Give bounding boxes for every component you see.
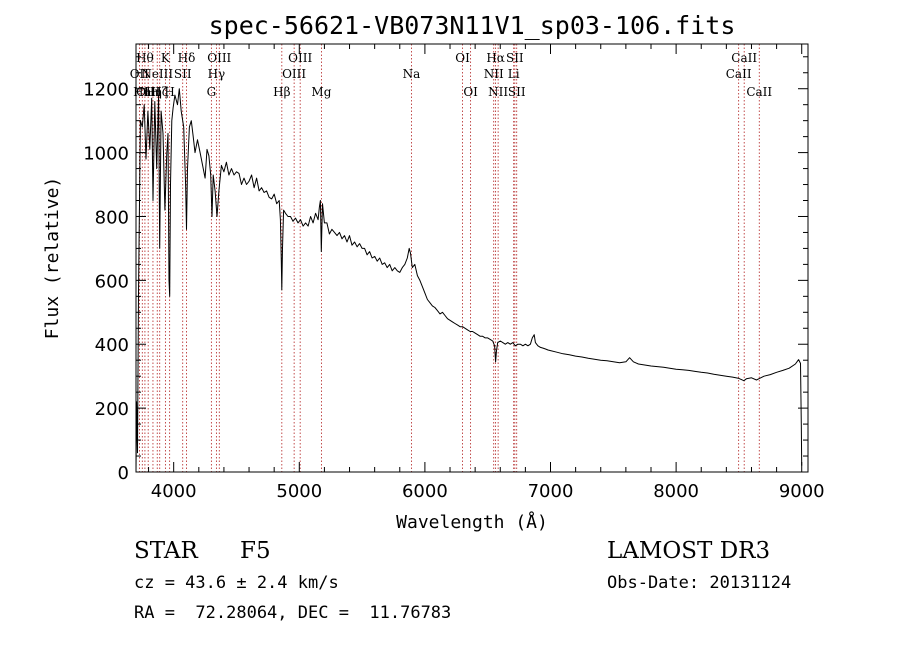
spectral-line-label: OIII	[207, 51, 231, 65]
spectral-line-label: CaII	[731, 51, 757, 65]
spectral-line-label: Hγ	[208, 67, 226, 81]
redshift-velocity: cz = 43.6 ± 2.4 km/s	[134, 573, 339, 593]
spectral-line-labels: OIIHnHθOIIIHηNeIIIHζKHSIIHδGHγOIIIHβOIII…	[130, 51, 773, 99]
y-tick-label: 200	[95, 399, 129, 420]
x-tick-label: 7000	[528, 481, 574, 502]
chart-title: spec-56621-VB073N11V1_sp03-106.fits	[209, 11, 736, 40]
plot-frame	[135, 43, 809, 473]
spectral-line-label: Hη	[144, 85, 162, 99]
spectral-line-label: G	[207, 85, 217, 99]
spectral-line-label: Mg	[311, 85, 331, 99]
y-tick-label: 1000	[83, 144, 129, 165]
y-axis-ticks: 0 200 400 600 800 1000 1200	[83, 56, 808, 484]
y-tick-label: 600	[95, 271, 129, 292]
x-axis-label: Wavelength (Å)	[396, 511, 548, 533]
spectral-line-label: Hθ	[136, 51, 154, 65]
x-tick-label: 4000	[151, 481, 197, 502]
spectral-line-label: Hδ	[178, 51, 196, 65]
x-tick-label: 5000	[276, 481, 322, 502]
object-class: STAR	[134, 538, 198, 564]
spectral-line-label: CaII	[746, 85, 772, 99]
x-axis-ticks: 4000 5000 6000 7000 8000 9000	[148, 44, 825, 502]
spectral-line-markers	[138, 44, 760, 472]
spectral-line-label: OI	[455, 51, 470, 65]
spectral-line-label: Hα	[486, 51, 505, 65]
spectral-line-label: NII	[488, 85, 508, 99]
flux-line	[135, 88, 803, 473]
spectral-line-label: CaII	[726, 67, 752, 81]
spectral-line-label: SII	[506, 51, 524, 65]
x-tick-label: 6000	[402, 481, 448, 502]
x-tick-label: 9000	[779, 481, 825, 502]
observation-date: Obs-Date: 20131124	[607, 573, 792, 593]
spectral-line-label: SII	[508, 85, 526, 99]
spectral-line-label: NeIII	[141, 67, 173, 81]
y-tick-label: 0	[118, 463, 129, 484]
flux-series	[135, 88, 803, 473]
coordinates: RA = 72.28064, DEC = 11.76783	[134, 603, 452, 623]
y-axis-label: Flux (relative)	[42, 177, 63, 340]
spectral-line-label: Na	[403, 67, 421, 81]
spectral-line-label: Hζ	[151, 85, 168, 99]
spectral-line-label: H	[164, 85, 174, 99]
spectral-line-label: SII	[174, 67, 192, 81]
x-tick-label: 8000	[653, 481, 699, 502]
spectral-line-label: Hβ	[273, 85, 290, 99]
y-tick-label: 800	[95, 207, 129, 228]
y-tick-label: 400	[95, 335, 129, 356]
y-tick-label: 1200	[83, 80, 129, 101]
spectral-line-label: OII	[130, 67, 150, 81]
spectral-line-label: Li	[508, 67, 520, 81]
spectral-line-label: K	[161, 51, 171, 65]
survey-name: LAMOST DR3	[607, 538, 771, 564]
object-subclass: F5	[240, 538, 271, 564]
spectral-line-label: OI	[463, 85, 478, 99]
spectral-line-label: OIII	[282, 67, 306, 81]
spectral-line-label: NII	[484, 67, 504, 81]
spectral-line-label: OIII	[288, 51, 312, 65]
